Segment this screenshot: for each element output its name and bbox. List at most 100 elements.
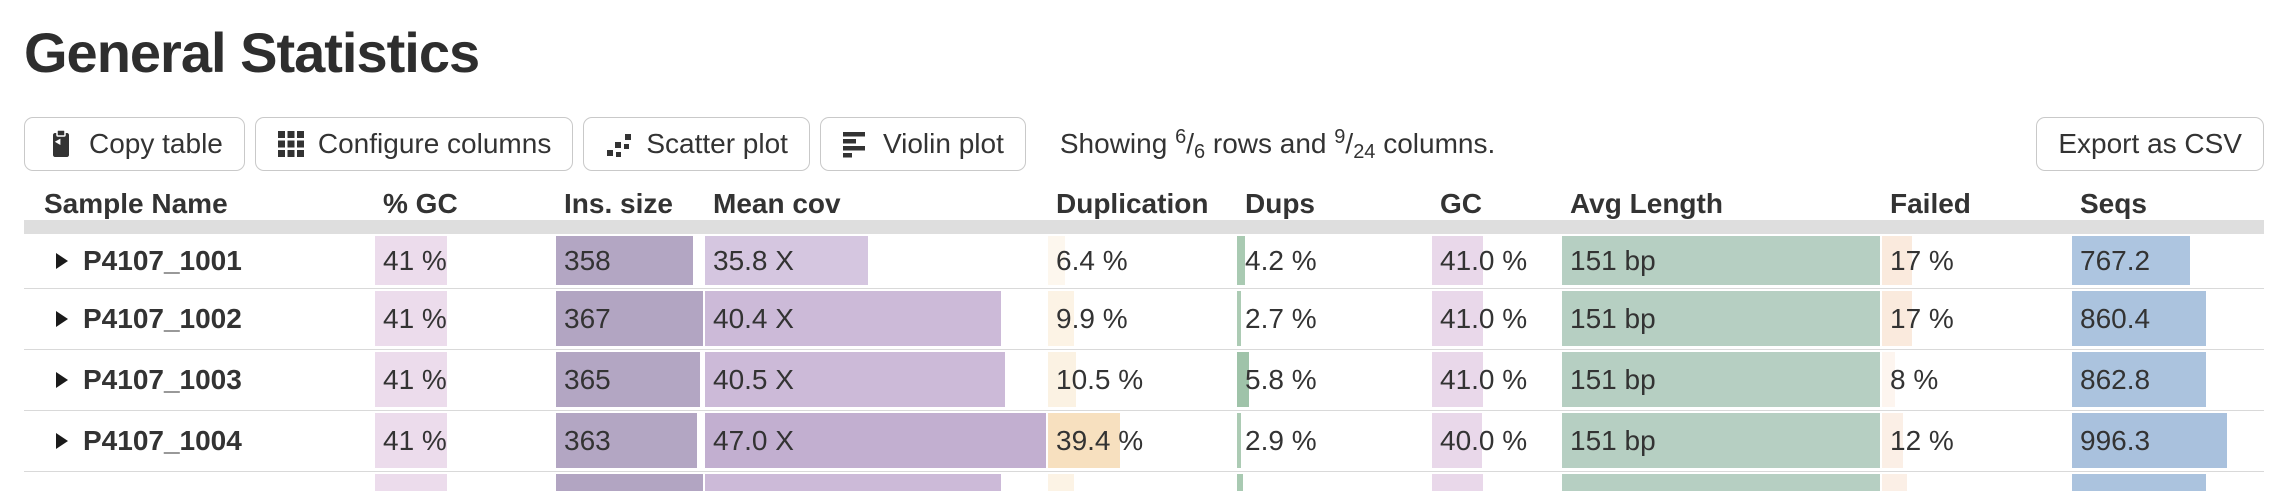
sample-name-cell[interactable]: P4107_1002 (24, 288, 373, 349)
cols-shown-count: 9 (1334, 126, 1345, 148)
button-label: Scatter plot (646, 128, 788, 160)
sample-name-cell[interactable]: P4107_1004 (24, 410, 373, 471)
cell-gc: 41.0 % (1430, 349, 1560, 410)
configure-columns-button[interactable]: Configure columns (255, 117, 573, 171)
sample-name-cell[interactable]: P4107_1001 (24, 227, 373, 288)
cell-mean-cov: 35.8 X (703, 227, 1046, 288)
sample-name-cell[interactable]: P4107_1003 (24, 349, 373, 410)
column-header-failed[interactable]: Failed (1880, 188, 2070, 227)
showing-summary: Showing 6/6 rows and 9/24 columns. (1060, 128, 1495, 160)
cell-value: 996.3 (2070, 425, 2150, 456)
cell-ins-size: 363 (554, 410, 703, 471)
cell-value: 862.8 (2070, 364, 2150, 395)
cell-gc: 41 % (373, 288, 554, 349)
cell-dups: 2.7 % (1235, 288, 1430, 349)
expand-row-icon[interactable] (56, 433, 68, 449)
cell-value: 6.4 % (1046, 245, 1128, 276)
value-bar (1432, 474, 1483, 491)
button-label: Configure columns (318, 128, 551, 160)
cell-value: 860.4 (2070, 303, 2150, 334)
column-header-mean-cov[interactable]: Mean cov (703, 188, 1046, 227)
cell-ins-size: 358 (554, 227, 703, 288)
column-header-sample-name[interactable]: Sample Name (24, 188, 373, 227)
copy-table-button[interactable]: Copy table (24, 117, 245, 171)
cell-value: 17 % (1880, 245, 1954, 276)
column-header-ins-size[interactable]: Ins. size (554, 188, 703, 227)
expand-row-icon[interactable] (56, 253, 68, 269)
violin-plot-button[interactable]: Violin plot (820, 117, 1026, 171)
cell-dups: 2.9 % (1235, 410, 1430, 471)
cell-seqs: 767.2 (2070, 227, 2264, 288)
scatter-icon (605, 130, 633, 158)
cell-gc: 41 % (373, 349, 554, 410)
cell-value: 41.0 % (1430, 245, 1527, 276)
cell-gc: 40.0 % (1430, 410, 1560, 471)
cell-value: 365 (554, 364, 611, 395)
sample-name-cell (24, 471, 373, 491)
cell-value: 10.5 % (1046, 364, 1143, 395)
column-header-gc[interactable]: GC (1430, 188, 1560, 227)
cell-value: 41 % (373, 364, 447, 395)
cell-value: 41 % (373, 245, 447, 276)
cell-value: 47.0 X (703, 425, 794, 456)
sample-name: P4107_1001 (83, 245, 242, 277)
value-bar (1237, 474, 1243, 491)
export-csv-button[interactable]: Export as CSV (2036, 117, 2264, 171)
cell-gc: 41.0 % (1430, 288, 1560, 349)
cell-value: 40.5 X (703, 364, 794, 395)
cell-gc (1430, 471, 1560, 491)
cell-value: 358 (554, 245, 611, 276)
cell-avg-length: 151 bp (1560, 349, 1880, 410)
cell-value: 12 % (1880, 425, 1954, 456)
cell-value: 41.0 % (1430, 303, 1527, 334)
expand-row-icon[interactable] (56, 372, 68, 388)
toolbar: Copy table Configure columns (24, 117, 2264, 171)
rows-shown-count: 6 (1175, 126, 1186, 148)
cell-value: 40.4 X (703, 303, 794, 334)
cell-seqs: 996.3 (2070, 410, 2264, 471)
cell-gc (373, 471, 554, 491)
column-header-gc[interactable]: % GC (373, 188, 554, 227)
column-header-dups[interactable]: Dups (1235, 188, 1430, 227)
cell-value: 9.9 % (1046, 303, 1128, 334)
cell-duplication (1046, 471, 1235, 491)
cell-dups: 5.8 % (1235, 349, 1430, 410)
cell-value: 2.9 % (1235, 425, 1317, 456)
cell-ins-size: 367 (554, 288, 703, 349)
cell-seqs (2070, 471, 2264, 491)
fraction-slash: / (1186, 128, 1194, 159)
showing-middle: rows and (1213, 128, 1327, 159)
showing-suffix: columns. (1383, 128, 1495, 159)
cell-mean-cov: 47.0 X (703, 410, 1046, 471)
cell-value: 41 % (373, 303, 447, 334)
expand-row-icon[interactable] (56, 311, 68, 327)
scatter-plot-button[interactable]: Scatter plot (583, 117, 810, 171)
button-label: Violin plot (883, 128, 1004, 160)
cell-avg-length: 151 bp (1560, 227, 1880, 288)
cell-failed: 17 % (1880, 227, 2070, 288)
column-header-duplication[interactable]: Duplication (1046, 188, 1235, 227)
cell-avg-length: 151 bp (1560, 288, 1880, 349)
table-row-partial (24, 471, 2264, 491)
grid-icon (277, 130, 305, 158)
cell-duplication: 6.4 % (1046, 227, 1235, 288)
button-label: Copy table (89, 128, 223, 160)
cell-avg-length: 151 bp (1560, 410, 1880, 471)
rows-total-count: 6 (1194, 141, 1205, 163)
cell-mean-cov: 40.5 X (703, 349, 1046, 410)
cell-ins-size: 365 (554, 349, 703, 410)
cell-value: 151 bp (1560, 245, 1656, 276)
cell-gc: 41 % (373, 410, 554, 471)
cell-avg-length (1560, 471, 1880, 491)
cell-value: 41.0 % (1430, 364, 1527, 395)
cell-value: 35.8 X (703, 245, 794, 276)
column-header-avg-length[interactable]: Avg Length (1560, 188, 1880, 227)
cell-mean-cov (703, 471, 1046, 491)
column-header-seqs[interactable]: Seqs (2070, 188, 2264, 227)
cell-value: 151 bp (1560, 364, 1656, 395)
value-bar (375, 474, 447, 491)
value-bar (705, 474, 1001, 491)
cell-failed: 12 % (1880, 410, 2070, 471)
